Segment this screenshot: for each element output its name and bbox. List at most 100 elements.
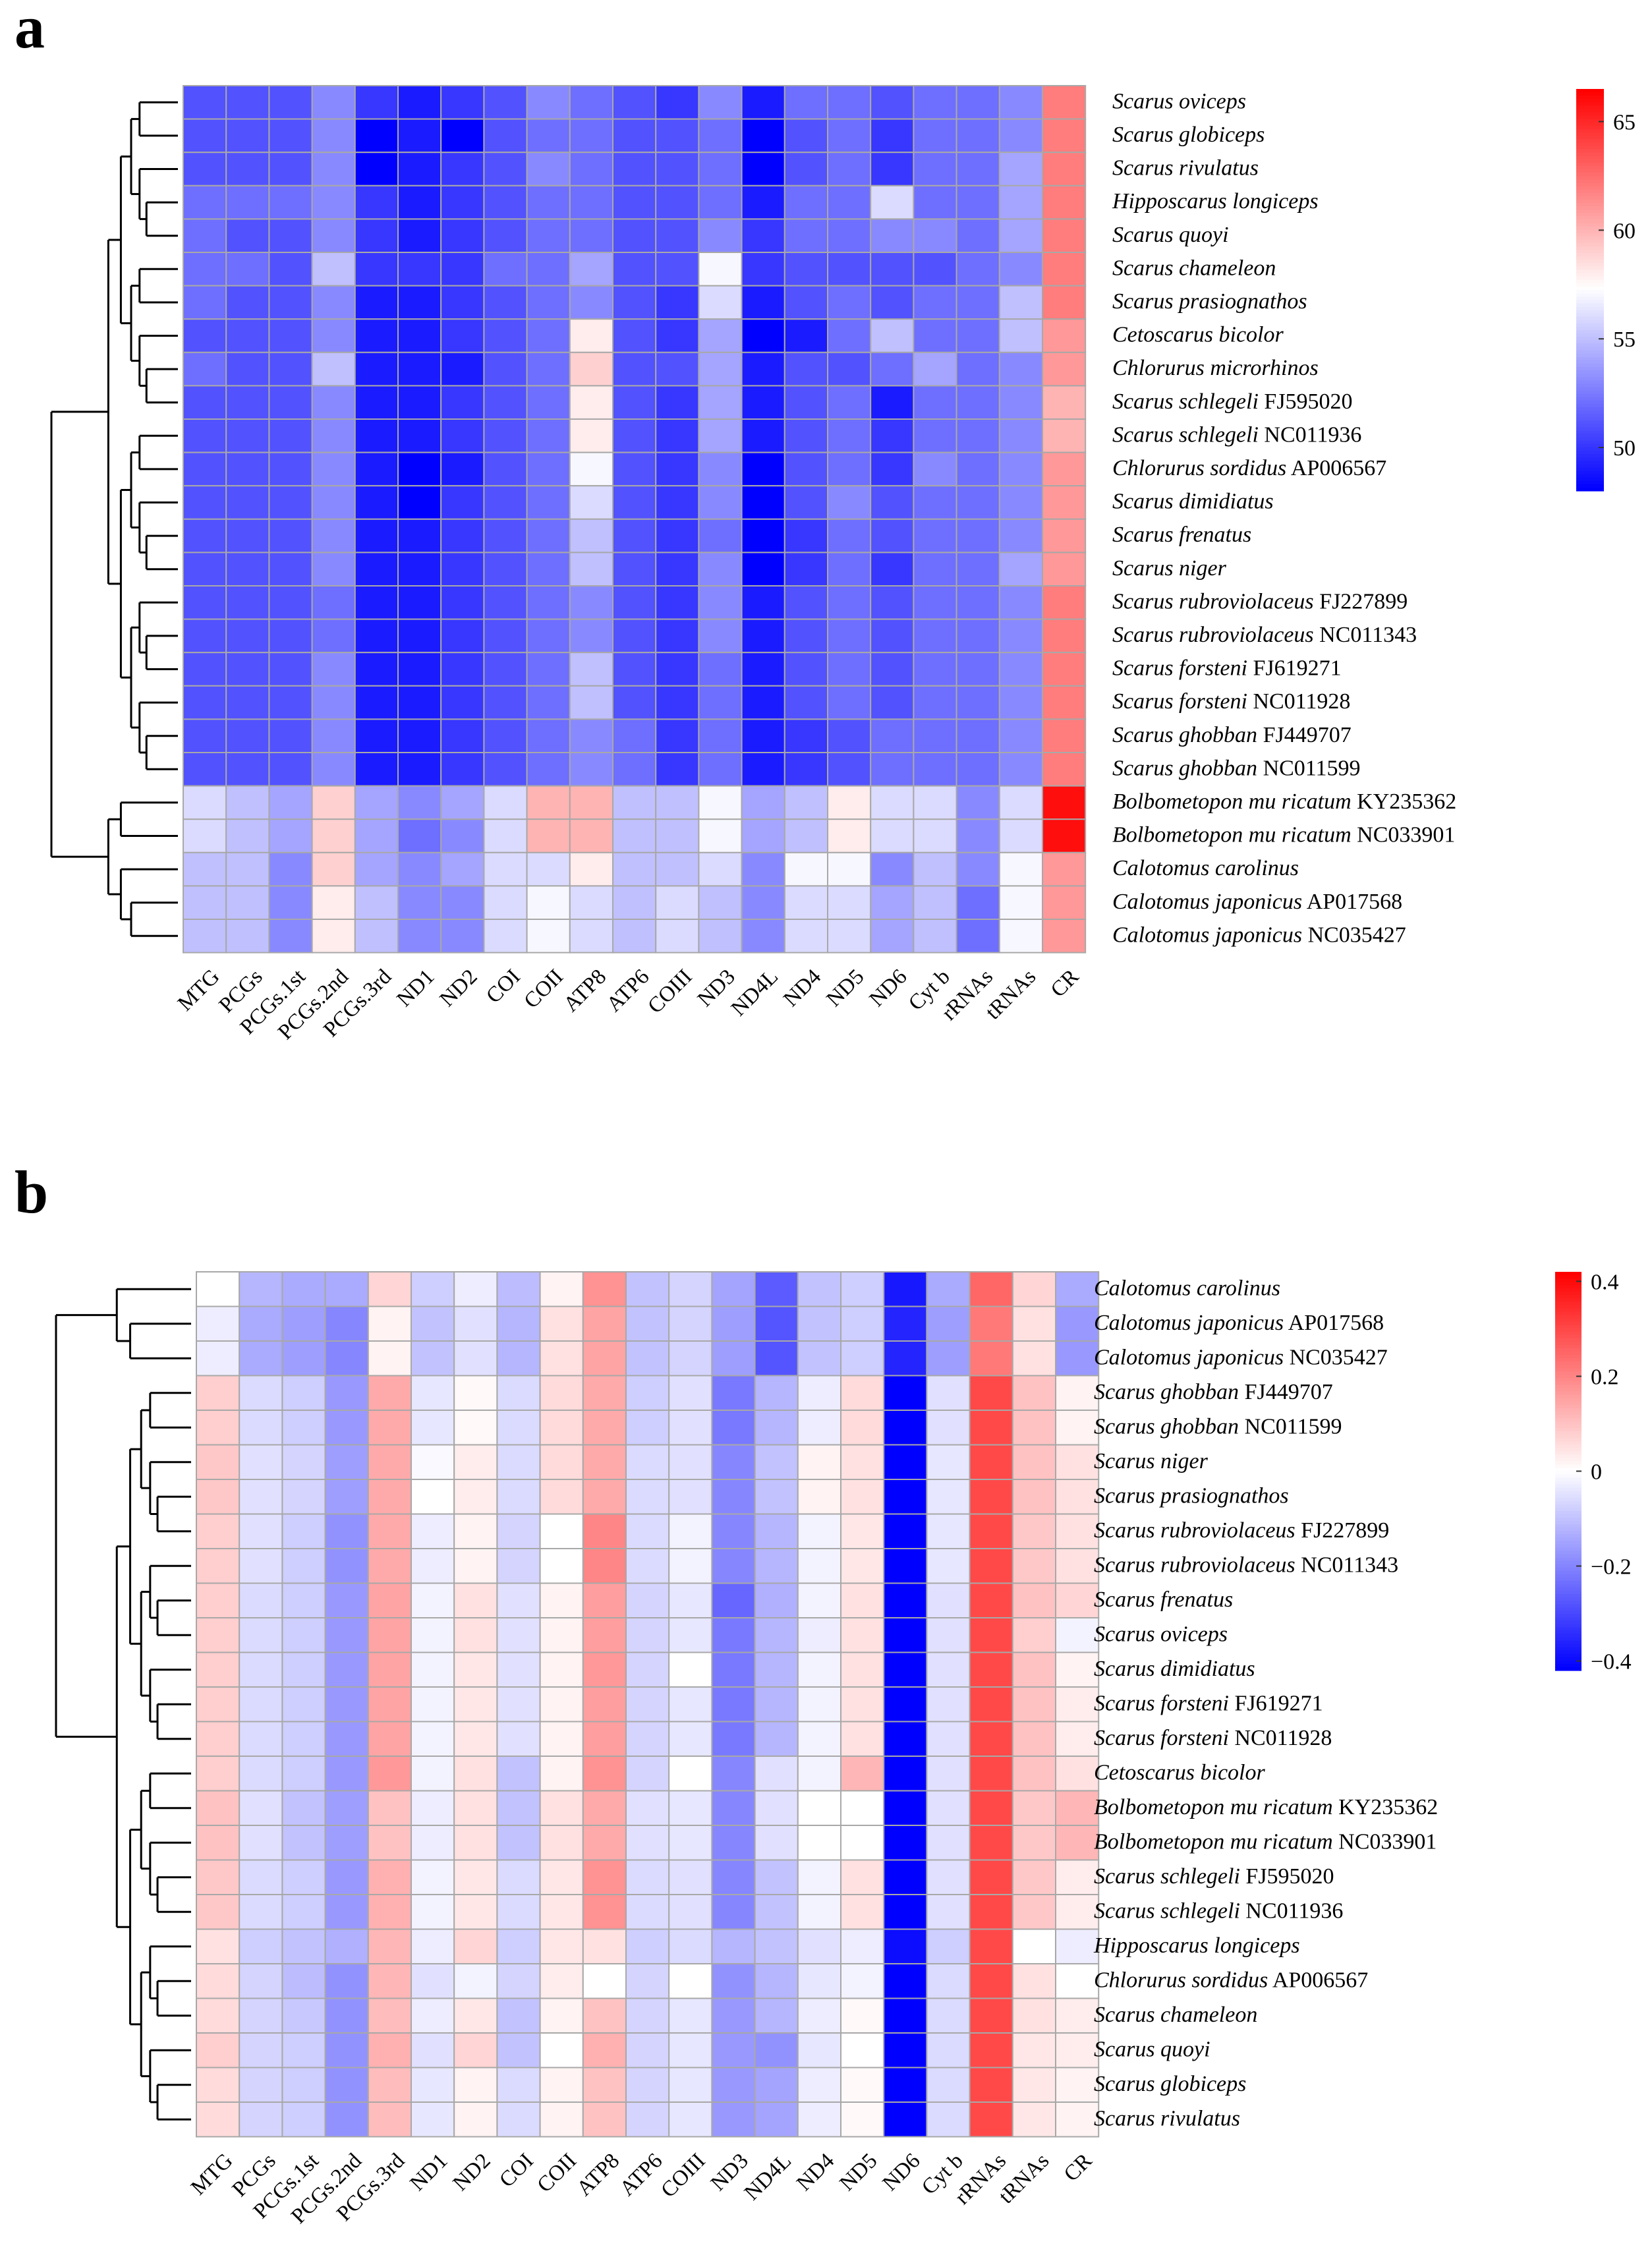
heatmap-cell xyxy=(698,652,743,687)
heatmap-cell xyxy=(582,2101,627,2138)
heatmap-cell xyxy=(354,418,399,453)
heatmap-b-cells xyxy=(196,1271,1100,2138)
heatmap-cell xyxy=(741,485,785,520)
heatmap-cell xyxy=(440,252,485,287)
colorbar-segment xyxy=(1576,266,1604,271)
colorbar-segment xyxy=(1555,1494,1581,1499)
heatmap-cell xyxy=(625,1340,670,1377)
column-label: ND2 xyxy=(436,965,482,1012)
heatmap-cell xyxy=(926,1756,971,1792)
heatmap-cell xyxy=(998,585,1044,620)
heatmap-cell xyxy=(354,585,399,620)
heatmap-cell xyxy=(397,785,442,820)
row-label: Scarus rivulatus xyxy=(1094,2107,1240,2131)
heatmap-cell xyxy=(668,2032,713,2069)
heatmap-cell xyxy=(870,252,915,287)
row-label: Scarus globiceps xyxy=(1112,123,1265,147)
heatmap-cell xyxy=(913,285,957,320)
heatmap-cell xyxy=(411,2067,455,2103)
colorbar-segment xyxy=(1576,374,1604,378)
heatmap-cell xyxy=(268,485,313,520)
heatmap-cell xyxy=(311,618,356,654)
heatmap-cell xyxy=(411,1479,455,1515)
heatmap-cell xyxy=(183,718,227,754)
colorbar-segment xyxy=(1576,223,1604,227)
heatmap-cell xyxy=(281,1479,326,1515)
heatmap-cell xyxy=(411,1375,455,1411)
colorbar-segment xyxy=(1555,1474,1581,1479)
colorbar-segment xyxy=(1576,320,1604,324)
heatmap-cell xyxy=(311,685,356,720)
heatmap-cell xyxy=(367,1548,412,1584)
heatmap-cell xyxy=(754,2032,799,2069)
heatmap-cell xyxy=(311,718,356,754)
heatmap-cell xyxy=(539,1997,584,2034)
heatmap-cell xyxy=(569,685,613,720)
colorbar-segment xyxy=(1555,1318,1581,1323)
heatmap-cell xyxy=(569,252,613,287)
colorbar-segment xyxy=(1555,1551,1581,1555)
heatmap-cell xyxy=(797,1686,842,1723)
heatmap-cell xyxy=(1055,1756,1100,1792)
colorbar-segment xyxy=(1555,1391,1581,1396)
heatmap-cell xyxy=(612,185,657,220)
heatmap-cell xyxy=(998,618,1044,654)
heatmap-cell xyxy=(711,1271,756,1307)
heatmap-cell xyxy=(797,1894,842,1930)
heatmap-cell xyxy=(698,851,743,887)
row-label: Scarus niger xyxy=(1112,556,1227,581)
heatmap-cell xyxy=(741,851,785,887)
heatmap-cell xyxy=(655,218,700,253)
heatmap-cell xyxy=(783,152,829,186)
heatmap-cell xyxy=(397,451,442,487)
heatmap-cell xyxy=(913,318,957,353)
heatmap-cell xyxy=(913,818,957,853)
heatmap-cell xyxy=(827,552,872,587)
heatmap-cell xyxy=(741,351,785,387)
colorbar-segment xyxy=(1576,337,1604,341)
row-label: Scarus chameleon xyxy=(1112,256,1276,280)
column-label: COI xyxy=(495,2149,538,2192)
colorbar-segment xyxy=(1576,387,1604,391)
heatmap-cell xyxy=(354,718,399,754)
heatmap-cell xyxy=(754,1859,799,1895)
colorbar-segment xyxy=(1555,1487,1581,1492)
heatmap-cell xyxy=(969,1825,1013,1861)
colorbar-segment xyxy=(1555,1557,1581,1562)
heatmap-b-colorbar: −0.4 −0.2 0 0.2 0.4 xyxy=(1555,1270,1632,1674)
heatmap-cell xyxy=(268,518,313,554)
heatmap-cell xyxy=(1055,1410,1100,1446)
heatmap-cell xyxy=(397,152,442,186)
colorbar-segment xyxy=(1555,1663,1581,1668)
heatmap-cell xyxy=(496,1963,541,1999)
heatmap-cell xyxy=(569,618,613,654)
heatmap-cell xyxy=(582,1340,627,1377)
heatmap-cell xyxy=(870,85,915,120)
heatmap-cell xyxy=(268,652,313,687)
heatmap-cell xyxy=(397,485,442,520)
heatmap-cell xyxy=(196,1756,241,1792)
colorbar-segment xyxy=(1555,1375,1581,1379)
colorbar-segment xyxy=(1555,1278,1581,1282)
heatmap-cell xyxy=(870,585,915,620)
heatmap-cell xyxy=(754,1271,799,1307)
heatmap-cell xyxy=(668,1963,713,1999)
colorbar-segment xyxy=(1576,477,1604,482)
heatmap-cell xyxy=(483,652,528,687)
colorbar-segment xyxy=(1555,1604,1581,1608)
heatmap-cell xyxy=(870,485,915,520)
row-label: Hipposcarus longiceps xyxy=(1112,189,1319,214)
colorbar-segment xyxy=(1555,1564,1581,1568)
heatmap-cell xyxy=(883,1756,928,1792)
heatmap-cell xyxy=(1042,752,1087,787)
heatmap-cell xyxy=(397,685,442,720)
colorbar-segment xyxy=(1555,1311,1581,1316)
heatmap-cell xyxy=(397,218,442,253)
column-label: ND6 xyxy=(878,2149,925,2196)
heatmap-cell xyxy=(539,1271,584,1307)
heatmap-cell xyxy=(539,1305,584,1342)
colorbar-segment xyxy=(1576,139,1604,143)
heatmap-cell xyxy=(268,252,313,287)
heatmap-cell xyxy=(453,1340,498,1377)
heatmap-cell xyxy=(440,851,485,887)
